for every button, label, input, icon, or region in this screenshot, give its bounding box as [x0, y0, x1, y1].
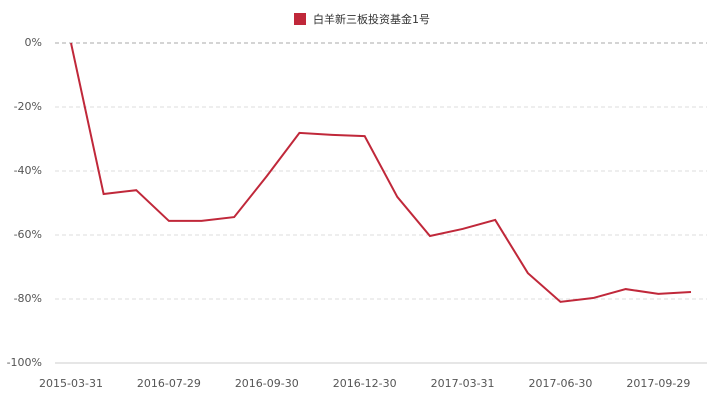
y-tick-label: -60% [14, 228, 42, 241]
y-tick-label: -100% [7, 356, 42, 369]
x-tick-label: 2015-03-31 [39, 377, 103, 390]
legend-label: 白羊新三板投资基金1号 [313, 12, 430, 26]
x-tick-label: 2017-03-31 [431, 377, 495, 390]
x-tick-label: 2017-06-30 [529, 377, 593, 390]
y-tick-label: -80% [14, 292, 42, 305]
y-tick-label: -20% [14, 100, 42, 113]
legend-swatch [294, 13, 306, 25]
y-tick-label: 0% [25, 36, 42, 49]
line-series [70, 42, 692, 303]
y-tick-label: -40% [14, 164, 42, 177]
x-tick-label: 2016-09-30 [235, 377, 299, 390]
x-tick-label: 2016-12-30 [333, 377, 397, 390]
x-tick-label: 2017-09-29 [626, 377, 690, 390]
x-tick-label: 2016-07-29 [137, 377, 201, 390]
